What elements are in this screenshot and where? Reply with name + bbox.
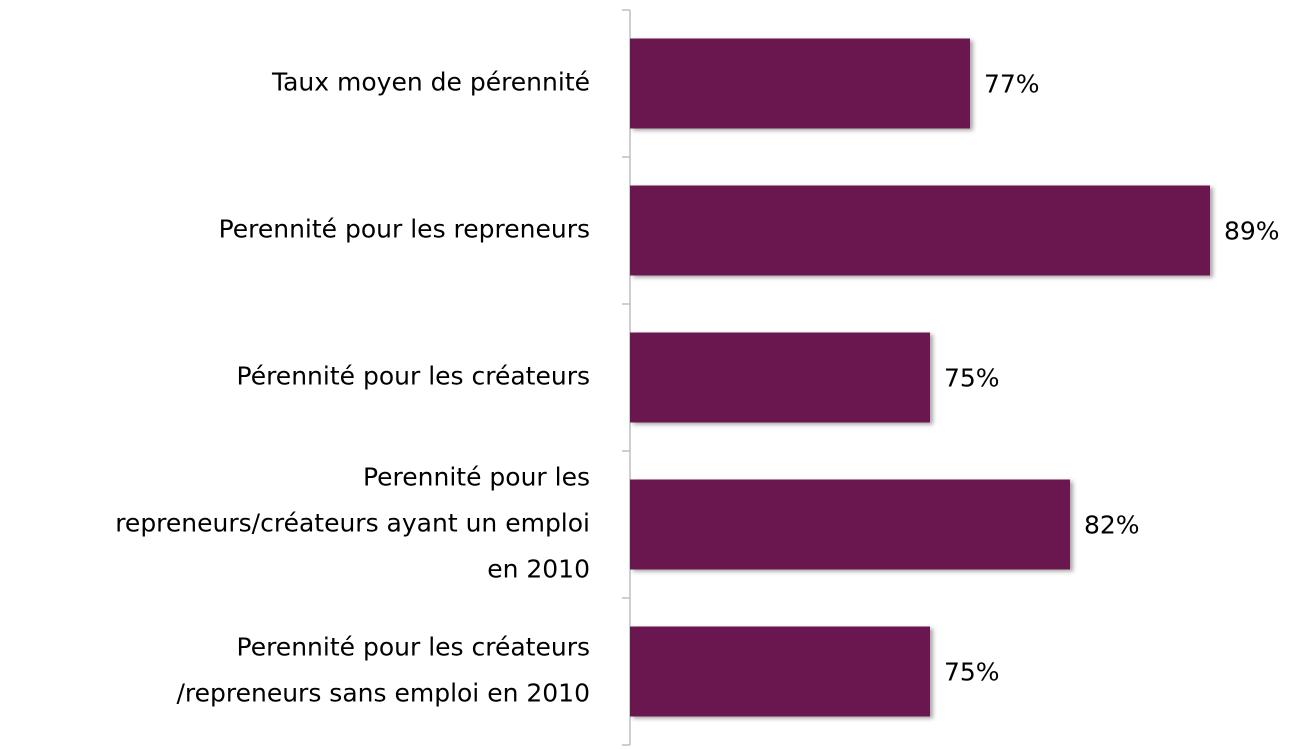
bar xyxy=(630,479,1070,570)
bar xyxy=(630,185,1210,276)
bar xyxy=(630,626,930,717)
category-label: Perennité pour les repreneurs xyxy=(219,215,590,244)
data-label: 75% xyxy=(944,658,1000,687)
data-label: 89% xyxy=(1224,217,1280,246)
data-label: 77% xyxy=(984,70,1040,99)
data-label: 75% xyxy=(944,364,1000,393)
bar xyxy=(630,332,930,423)
category-label: Perennité pour les repreneurs/créateurs a… xyxy=(115,463,590,584)
category-label: Taux moyen de pérennité xyxy=(271,68,590,97)
bar xyxy=(630,38,970,129)
category-label: Pérennité pour les créateurs xyxy=(237,362,590,391)
category-label: Perennité pour les créateurs/repreneurs … xyxy=(176,633,590,708)
data-label: 82% xyxy=(1084,511,1140,540)
